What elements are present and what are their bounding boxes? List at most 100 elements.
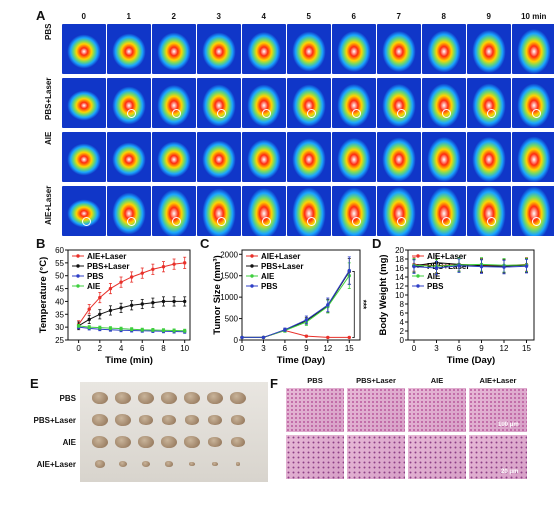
histology-image	[347, 435, 405, 479]
thermal-image	[62, 78, 106, 128]
time-label: 1	[126, 12, 131, 21]
tumor-specimen	[212, 461, 218, 467]
series-line	[242, 330, 350, 338]
x-tick-label: 0	[76, 344, 81, 353]
tumor-marker	[396, 217, 406, 226]
series-line	[413, 263, 527, 267]
time-label: 2	[171, 12, 176, 21]
tumor-specimen	[92, 392, 108, 404]
data-point	[140, 271, 144, 275]
tumor-specimen	[207, 392, 223, 404]
data-point	[172, 262, 176, 266]
tumor-marker	[261, 217, 271, 226]
y-tick-label: 40	[55, 297, 64, 306]
data-point	[119, 326, 123, 331]
tumor-marker	[351, 109, 361, 118]
histology-image	[469, 435, 527, 479]
tumor-marker	[531, 217, 541, 226]
tumor-specimen	[161, 392, 177, 404]
data-point	[182, 329, 187, 333]
histology-column-label: AIE	[430, 376, 444, 385]
data-point	[326, 335, 330, 340]
tumor-specimen	[92, 414, 108, 426]
data-point	[129, 303, 134, 307]
legend-label: PBS+Laser	[87, 262, 129, 271]
y-tick-label: 4	[400, 318, 405, 327]
thermal-image	[197, 24, 241, 74]
legend-label: AIE+Laser	[261, 252, 300, 261]
data-point	[182, 261, 187, 265]
y-tick-label: 50	[55, 272, 64, 281]
tumor-marker	[306, 217, 316, 226]
time-label: 5	[306, 12, 311, 21]
tumor-specimen	[138, 436, 154, 448]
tumor-row-label: AIE+Laser	[36, 460, 76, 469]
panel-f-letter: F	[270, 376, 278, 391]
data-point	[108, 326, 113, 330]
legend-marker	[250, 284, 254, 288]
data-point	[182, 299, 187, 304]
tumor-specimen	[142, 461, 150, 467]
time-label: 4	[261, 12, 266, 21]
plot-frame	[67, 249, 191, 341]
data-point	[434, 266, 439, 270]
y-tick-label: 500	[225, 315, 239, 324]
thermal-image	[287, 78, 331, 128]
time-label: 10 min	[521, 12, 547, 21]
y-tick-label: 18	[395, 255, 404, 264]
x-tick-label: 6	[457, 344, 462, 353]
histology-image	[347, 388, 405, 432]
y-tick-label: 35	[55, 310, 64, 319]
data-point	[98, 325, 102, 330]
thermal-image	[62, 132, 106, 182]
tumor-specimen	[230, 436, 246, 448]
tumor-marker	[171, 217, 181, 226]
thermal-image	[377, 24, 421, 74]
data-point	[98, 295, 102, 300]
data-point	[129, 275, 134, 279]
scale-bar-label-top: 100 μm	[498, 422, 519, 428]
data-point	[151, 301, 155, 305]
tumor-specimen	[230, 392, 246, 404]
series-line	[413, 265, 527, 269]
data-point	[479, 264, 484, 269]
tumor-specimen	[138, 414, 154, 426]
time-label: 7	[396, 12, 401, 21]
y-tick-label: 12	[395, 282, 404, 291]
legend-marker	[76, 264, 80, 268]
tumor-specimen	[115, 392, 131, 404]
tumor-marker	[441, 217, 451, 226]
data-point	[347, 335, 351, 340]
y-tick-label: 6	[400, 309, 405, 318]
histology-image	[408, 388, 466, 432]
tumor-marker	[486, 109, 496, 118]
row-label: AIE	[44, 132, 53, 146]
x-tick-label: 9	[479, 344, 484, 353]
tumor-specimen	[92, 436, 108, 448]
x-tick-label: 0	[240, 344, 245, 353]
tumor-marker	[126, 109, 136, 118]
thermal-image	[332, 186, 376, 236]
time-label: 8	[441, 12, 446, 21]
histology-image	[469, 388, 527, 432]
legend-label: PBS	[87, 272, 104, 281]
tumor-specimen	[231, 414, 245, 426]
tumor-row-label: AIE	[62, 438, 76, 447]
thermal-image	[197, 78, 241, 128]
thermal-image	[242, 132, 286, 182]
data-point	[524, 264, 529, 268]
histology-column-label: PBS	[307, 376, 323, 385]
x-axis-label: Time (Day)	[277, 355, 325, 366]
tumor-marker	[396, 109, 406, 118]
thermal-image	[467, 24, 511, 74]
series-line	[242, 270, 350, 338]
chart-c-tumor-size: 0 500 1000 1500 2000 0 3 6 9 12 15 Time (Day) Tumor …	[212, 249, 367, 366]
legend-marker	[76, 254, 80, 258]
series-line	[242, 271, 350, 338]
x-tick-label: 3	[261, 344, 266, 353]
tumor-specimen	[115, 414, 131, 426]
panel-b-letter: B	[36, 236, 46, 251]
thermal-image	[197, 132, 241, 182]
tumor-specimen	[188, 461, 196, 467]
